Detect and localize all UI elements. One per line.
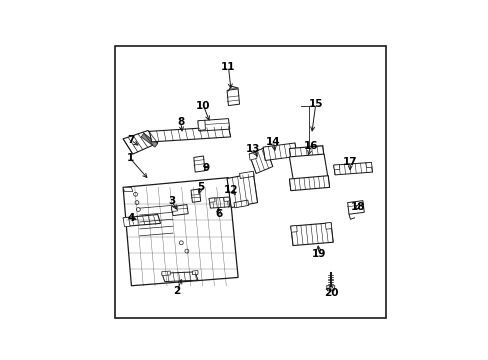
Polygon shape [198,118,229,131]
Polygon shape [191,189,200,202]
Text: 7: 7 [127,135,134,145]
Polygon shape [289,176,329,191]
Polygon shape [289,146,324,159]
Polygon shape [265,146,273,154]
Polygon shape [333,165,339,170]
Polygon shape [171,204,188,216]
Polygon shape [193,156,204,172]
Polygon shape [149,126,230,142]
Polygon shape [162,272,198,282]
Polygon shape [162,271,170,275]
Text: 16: 16 [303,141,318,151]
Polygon shape [290,226,297,232]
Text: 4: 4 [127,213,134,223]
Text: 5: 5 [197,183,204,192]
Polygon shape [123,177,238,286]
Polygon shape [198,120,205,131]
Text: 19: 19 [311,249,325,259]
Polygon shape [289,154,327,182]
Polygon shape [141,133,158,147]
Polygon shape [249,152,257,160]
Polygon shape [333,162,372,175]
Polygon shape [239,171,254,179]
Polygon shape [123,187,133,192]
Text: 3: 3 [168,196,175,206]
Polygon shape [224,197,229,202]
Polygon shape [226,174,257,208]
Polygon shape [123,217,130,227]
Polygon shape [208,197,229,208]
Text: 20: 20 [323,288,338,298]
Text: 15: 15 [308,99,323,109]
Text: 13: 13 [245,144,260,153]
Polygon shape [208,198,215,202]
Polygon shape [123,131,158,154]
Polygon shape [325,222,331,229]
Polygon shape [326,286,334,291]
Polygon shape [365,162,371,168]
Polygon shape [233,200,248,208]
Text: 11: 11 [221,62,235,72]
Polygon shape [171,206,177,211]
Polygon shape [192,270,198,275]
Text: 1: 1 [126,153,133,163]
Text: 8: 8 [177,117,184,127]
Text: 6: 6 [215,209,222,219]
Text: 10: 10 [196,100,210,111]
Text: 18: 18 [350,202,365,212]
Polygon shape [347,201,364,214]
Text: 14: 14 [265,136,280,147]
Polygon shape [290,223,332,246]
Polygon shape [249,147,272,174]
Polygon shape [123,215,160,226]
Polygon shape [263,143,297,161]
Text: 2: 2 [173,286,181,296]
Polygon shape [226,89,239,105]
Text: 9: 9 [203,163,209,173]
Text: 12: 12 [224,185,238,195]
Text: 17: 17 [343,157,357,167]
